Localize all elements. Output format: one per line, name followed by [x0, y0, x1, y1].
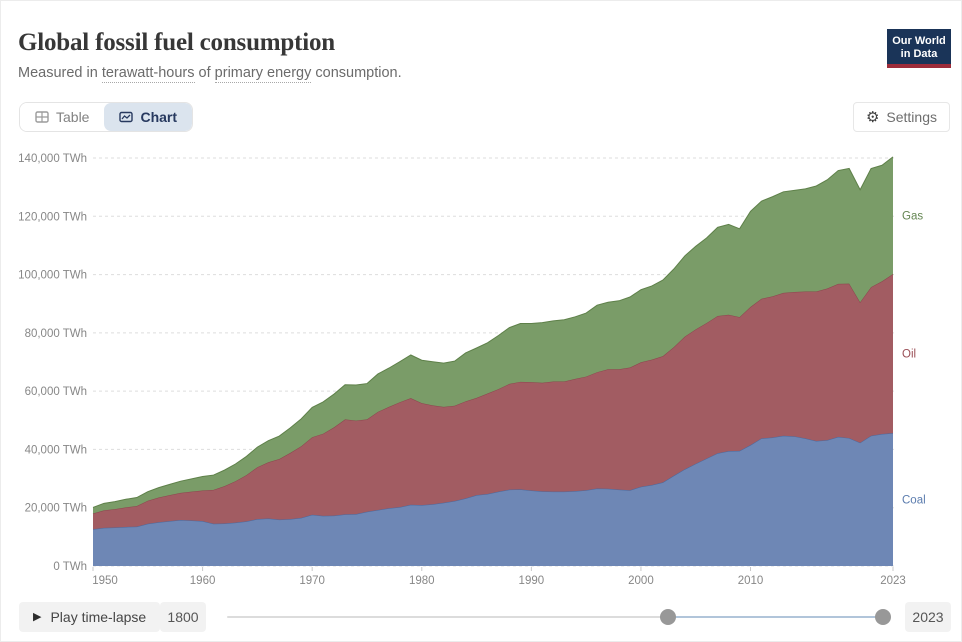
owid-logo[interactable]: Our World in Data	[887, 29, 951, 68]
y-axis-tick-label: 60,000 TWh	[25, 386, 87, 398]
settings-label: Settings	[886, 109, 937, 125]
x-axis-tick-label: 1960	[190, 575, 216, 587]
table-icon	[35, 111, 49, 123]
y-axis-tick-label: 120,000 TWh	[18, 211, 87, 223]
view-tab-group: Table Chart	[19, 102, 194, 132]
timeline-handle-start[interactable]	[660, 609, 677, 625]
timeline-slider-track[interactable]	[227, 616, 883, 618]
series-label-coal[interactable]: Coal	[902, 495, 926, 507]
x-axis-tick-label: 1950	[92, 575, 118, 587]
x-axis-tick-label: 2023	[880, 575, 906, 587]
tab-table-label: Table	[56, 109, 90, 125]
term-primary-energy[interactable]: primary energy	[214, 65, 312, 83]
timeline-slider[interactable]	[227, 602, 891, 632]
line-gas	[92, 156, 894, 508]
series-label-gas[interactable]: Gas	[902, 210, 923, 222]
y-axis-tick-label: 20,000 TWh	[25, 503, 87, 515]
owid-logo-line1: Our World	[892, 35, 946, 47]
y-axis-tick-label: 140,000 TWh	[18, 153, 87, 165]
y-axis-tick-label: 40,000 TWh	[25, 444, 87, 456]
subtitle-text: of	[194, 65, 215, 81]
series-label-oil[interactable]: Oil	[902, 349, 916, 361]
y-axis-tick-label: 100,000 TWh	[18, 270, 87, 282]
y-axis-tick-label: 0 TWh	[53, 561, 87, 573]
play-icon: ▶	[33, 610, 42, 623]
area-gas[interactable]	[93, 156, 893, 514]
play-timelapse-label: Play time-lapse	[50, 609, 147, 625]
tab-chart-label: Chart	[140, 109, 178, 125]
tab-table[interactable]: Table	[20, 103, 105, 131]
stacked-area-chart[interactable]: 0 TWh 20,000 TWh 40,000 TWh 60,000 TWh 80,00…	[1, 141, 962, 596]
x-axis-tick-label: 1990	[519, 575, 545, 587]
timeline-selected-range[interactable]	[668, 616, 883, 618]
owid-logo-line2: in Data	[900, 48, 938, 60]
term-terawatt-hours[interactable]: terawatt-hours	[101, 65, 195, 83]
timeline-end-year[interactable]: 2023	[905, 602, 951, 632]
x-axis-tick-label: 1970	[299, 575, 325, 587]
subtitle-text: Measured in	[18, 65, 102, 81]
play-timelapse-button[interactable]: ▶ Play time-lapse	[19, 602, 161, 632]
chart-subtitle: Measured in terawatt-hours of primary en…	[18, 65, 402, 83]
page-title: Global fossil fuel consumption	[18, 29, 335, 56]
area-coal[interactable]	[93, 433, 893, 566]
subtitle-text: consumption.	[311, 65, 402, 81]
settings-button[interactable]: ⚙ Settings	[852, 102, 950, 132]
gear-icon: ⚙	[865, 108, 880, 126]
y-axis-tick-label: 80,000 TWh	[25, 328, 87, 340]
timeline-start-year[interactable]: 1800	[160, 602, 206, 632]
x-axis-tick-label: 2000	[628, 575, 654, 587]
timeline-handle-end[interactable]	[875, 609, 891, 625]
x-axis-tick-label: 1980	[409, 575, 435, 587]
chart-icon	[119, 111, 134, 123]
x-axis-tick-label: 2010	[738, 575, 764, 587]
area-oil[interactable]	[93, 273, 893, 530]
tab-chart[interactable]: Chart	[104, 103, 193, 131]
